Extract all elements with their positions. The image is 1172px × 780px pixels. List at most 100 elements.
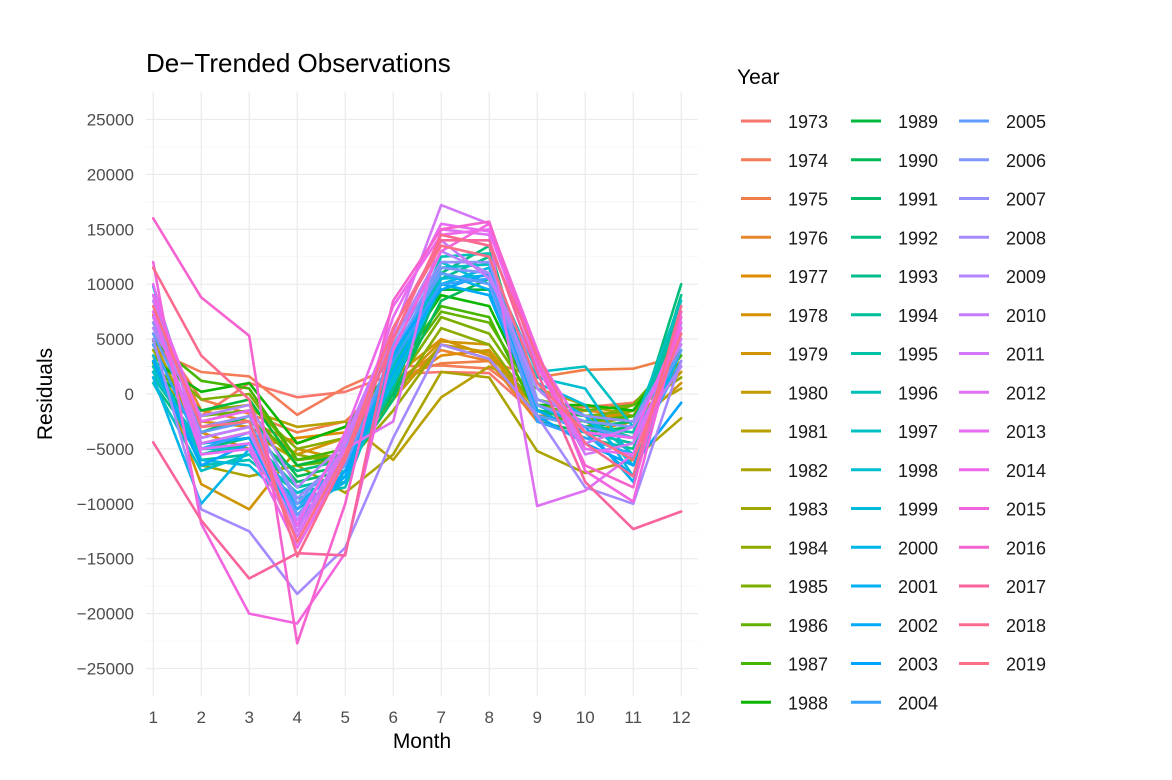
legend-item-1974: 1974	[741, 151, 828, 171]
legend-item-1991: 1991	[851, 190, 938, 210]
legend: 1973 1974 1975 1976 1977 1978 1979 1980 1981 1982…	[741, 112, 1046, 713]
legend-item-1982: 1982	[741, 461, 828, 481]
legend-item-2018: 2018	[959, 616, 1046, 636]
y-tick-label: 25000	[87, 110, 134, 129]
legend-label: 1981	[788, 422, 828, 442]
series-line-2012	[151, 228, 683, 539]
legend-label: 1994	[898, 306, 938, 326]
legend-label: 2010	[1006, 306, 1046, 326]
legend-item-1996: 1996	[851, 383, 938, 403]
x-tick-label: 7	[436, 708, 445, 727]
legend-label: 1992	[898, 228, 938, 248]
legend-label: 1995	[898, 345, 938, 365]
x-tick-label: 9	[532, 708, 541, 727]
legend-item-1983: 1983	[741, 500, 828, 520]
legend-label: 2007	[1006, 190, 1046, 210]
legend-label: 1979	[788, 345, 828, 365]
legend-item-1997: 1997	[851, 422, 938, 442]
series-line-2015	[151, 222, 683, 625]
legend-label: 1973	[788, 112, 828, 132]
x-tick-label: 6	[388, 708, 397, 727]
legend-item-2008: 2008	[959, 228, 1046, 248]
legend-label: 2017	[1006, 577, 1046, 597]
legend-item-2017: 2017	[959, 577, 1046, 597]
legend-item-1989: 1989	[851, 112, 938, 132]
x-tick-label: 10	[576, 708, 595, 727]
legend-label: 1985	[788, 577, 828, 597]
legend-item-1979: 1979	[741, 345, 828, 365]
legend-item-1985: 1985	[741, 577, 828, 597]
legend-label: 2006	[1006, 151, 1046, 171]
legend-item-2016: 2016	[959, 538, 1046, 558]
legend-label: 2018	[1006, 616, 1046, 636]
legend-item-2009: 2009	[959, 267, 1046, 287]
legend-label: 1997	[898, 422, 938, 442]
legend-label: 2009	[1006, 267, 1046, 287]
legend-label: 2014	[1006, 461, 1046, 481]
legend-item-2006: 2006	[959, 151, 1046, 171]
legend-label: 1984	[788, 538, 828, 558]
x-axis-ticks: 1 2 3 4 5 6 7 8 9 10 11 12	[148, 708, 690, 727]
legend-item-2005: 2005	[959, 112, 1046, 132]
legend-label: 1989	[898, 112, 938, 132]
legend-item-1994: 1994	[851, 306, 938, 326]
y-axis-label: Residuals	[34, 348, 57, 440]
y-tick-label: −25000	[77, 660, 134, 679]
legend-item-2002: 2002	[851, 616, 938, 636]
x-tick-label: 3	[244, 708, 253, 727]
y-tick-label: −20000	[77, 605, 134, 624]
legend-item-1986: 1986	[741, 616, 828, 636]
series-line-2016	[151, 217, 683, 645]
legend-label: 2001	[898, 577, 938, 597]
legend-label: 2005	[1006, 112, 1046, 132]
legend-item-1981: 1981	[741, 422, 828, 442]
series-line-1982	[151, 359, 683, 495]
legend-label: 2000	[898, 538, 938, 558]
legend-label: 1983	[788, 500, 828, 520]
series-line-2014	[151, 228, 683, 528]
legend-label: 1974	[788, 151, 828, 171]
legend-label: 2004	[898, 693, 938, 713]
series-line-2019	[151, 244, 683, 544]
legend-item-1988: 1988	[741, 693, 828, 713]
legend-label: 2019	[1006, 655, 1046, 675]
legend-item-1998: 1998	[851, 461, 938, 481]
y-tick-label: −5000	[86, 440, 134, 459]
legend-item-1993: 1993	[851, 267, 938, 287]
legend-label: 1986	[788, 616, 828, 636]
legend-item-1973: 1973	[741, 112, 828, 132]
legend-label: 1990	[898, 151, 938, 171]
x-tick-label: 12	[672, 708, 691, 727]
legend-label: 1993	[898, 267, 938, 287]
y-tick-label: 0	[125, 385, 134, 404]
legend-label: 1998	[898, 461, 938, 481]
legend-item-2004: 2004	[851, 693, 938, 713]
legend-label: 2003	[898, 655, 938, 675]
legend-item-2019: 2019	[959, 655, 1046, 675]
y-tick-label: −15000	[77, 550, 134, 569]
series-lines	[151, 203, 683, 645]
legend-item-1978: 1978	[741, 306, 828, 326]
legend-label: 2011	[1006, 345, 1045, 365]
legend-item-2001: 2001	[851, 577, 938, 597]
legend-label: 1982	[788, 461, 828, 481]
legend-item-1976: 1976	[741, 228, 828, 248]
legend-item-2012: 2012	[959, 383, 1046, 403]
legend-label: 2013	[1006, 422, 1046, 442]
x-tick-label: 2	[196, 708, 205, 727]
x-tick-label: 4	[292, 708, 301, 727]
legend-item-2010: 2010	[959, 306, 1046, 326]
grid	[146, 92, 698, 696]
legend-label: 1996	[898, 383, 938, 403]
legend-item-1980: 1980	[741, 383, 828, 403]
legend-label: 1991	[898, 190, 938, 210]
y-tick-label: 20000	[87, 165, 134, 184]
legend-item-1995: 1995	[851, 345, 938, 365]
legend-item-2013: 2013	[959, 422, 1046, 442]
legend-label: 1999	[898, 500, 938, 520]
legend-item-1992: 1992	[851, 228, 938, 248]
legend-label: 1975	[788, 190, 828, 210]
legend-item-1987: 1987	[741, 655, 828, 675]
legend-label: 1980	[788, 383, 828, 403]
